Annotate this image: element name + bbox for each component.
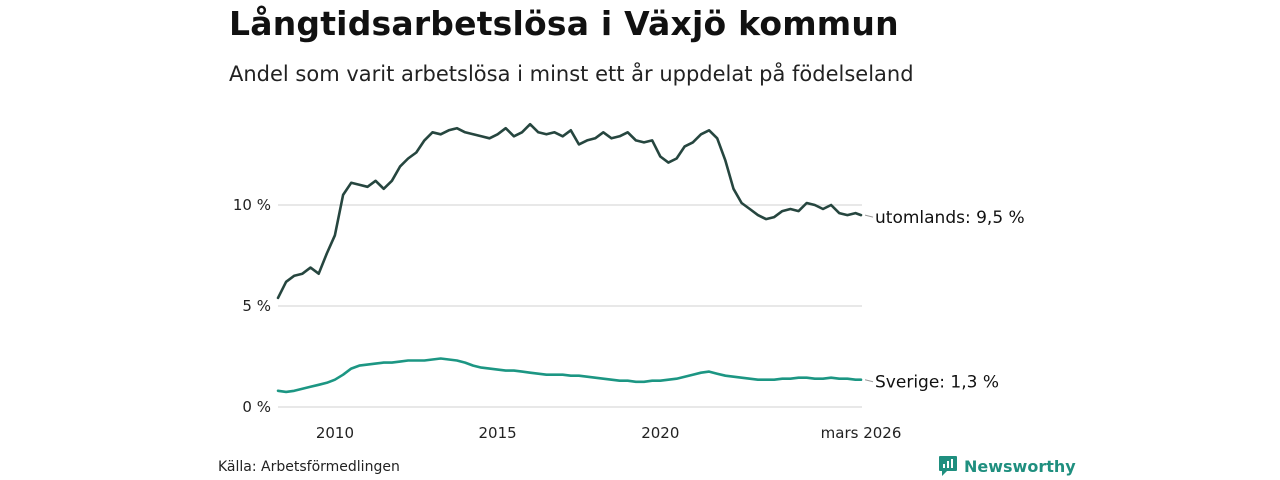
y-tick-label: 5 % (242, 297, 271, 315)
series-lines (276, 122, 863, 394)
end-label-connector (864, 379, 874, 383)
y-tick-label: 10 % (233, 196, 271, 214)
series-end-label-Sverige: Sverige: 1,3 % (875, 373, 999, 393)
series-line-utomlands (276, 122, 863, 300)
y-axis-ticks: 0 % 5 % 10 % (233, 196, 271, 416)
x-tick-label: 2015 (479, 424, 517, 442)
x-tick-label: 2010 (316, 424, 354, 442)
brand-name: Newsworthy (964, 456, 1076, 476)
gridlines (278, 204, 862, 408)
newsworthy-logo-icon (939, 456, 957, 476)
x-tick-label: 2020 (641, 424, 679, 442)
end-label-connector (864, 214, 874, 218)
brand-logo[interactable]: Newsworthy (938, 455, 1076, 477)
x-axis-ticks: 2010 2015 2020 mars 2026 (316, 424, 902, 442)
chart-title: Långtidsarbetslösa i Växjö kommun (229, 4, 899, 43)
source-note: Källa: Arbetsförmedlingen (218, 459, 400, 475)
series-end-label-utomlands: utomlands: 9,5 % (875, 208, 1025, 228)
chart-subtitle: Andel som varit arbetslösa i minst ett å… (229, 62, 914, 86)
series-end-labels: utomlands: 9,5 % Sverige: 1,3 % (864, 208, 1025, 393)
x-tick-label: mars 2026 (821, 424, 902, 442)
series-line-Sverige (276, 357, 863, 394)
y-tick-label: 0 % (242, 398, 271, 416)
